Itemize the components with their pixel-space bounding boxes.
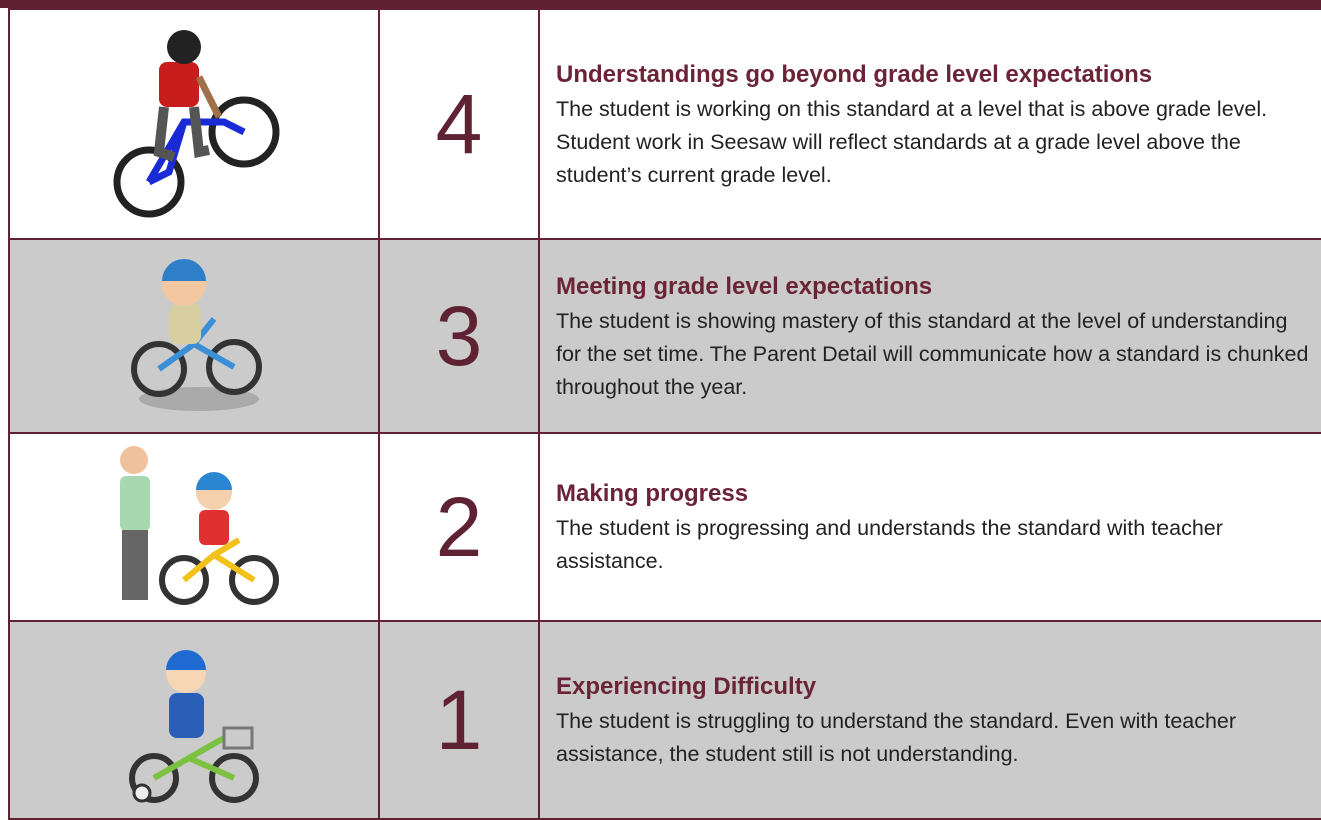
level-description: The student is working on this standard …: [556, 96, 1268, 187]
score: 4: [378, 8, 540, 240]
score: 2: [378, 432, 540, 622]
score: 3: [378, 238, 540, 434]
text-cell: Meeting grade level expectations The stu…: [538, 238, 1321, 434]
row: 1 Experiencing Difficulty The student is…: [8, 620, 1321, 820]
text-cell: Experiencing Difficulty The student is s…: [538, 620, 1321, 820]
level-title: Making progress: [556, 480, 749, 507]
level-title: Experiencing Difficulty: [556, 673, 817, 700]
row: 3 Meeting grade level expectations The s…: [8, 238, 1321, 434]
level-description: The student is struggling to understand …: [556, 709, 1237, 766]
level-description: The student is progressing and understan…: [556, 516, 1223, 573]
rubric-table: 4 Understandings go beyond grade level e…: [8, 8, 1321, 820]
top-bar: [0, 0, 1321, 8]
child-rider-image: [131, 258, 262, 411]
row: 4 Understandings go beyond grade level e…: [8, 8, 1321, 240]
text-cell: Understandings go beyond grade level exp…: [538, 8, 1321, 240]
child-with-training-wheels-image: [129, 649, 259, 803]
image-cell: [8, 432, 380, 622]
bmx-rider-image: [113, 29, 280, 217]
score: 1: [378, 620, 540, 820]
image-cell: [8, 238, 380, 434]
teacher-and-child-image: [120, 445, 279, 605]
row: 2 Making progress The student is progres…: [8, 432, 1321, 622]
image-cell: [8, 8, 380, 240]
level-title: Meeting grade level expectations: [556, 272, 933, 300]
text-cell: Making progress The student is progressi…: [538, 432, 1321, 622]
image-cell: [8, 620, 380, 820]
level-title: Understandings go beyond grade level exp…: [556, 60, 1153, 88]
level-description: The student is showing mastery of this s…: [556, 308, 1309, 399]
